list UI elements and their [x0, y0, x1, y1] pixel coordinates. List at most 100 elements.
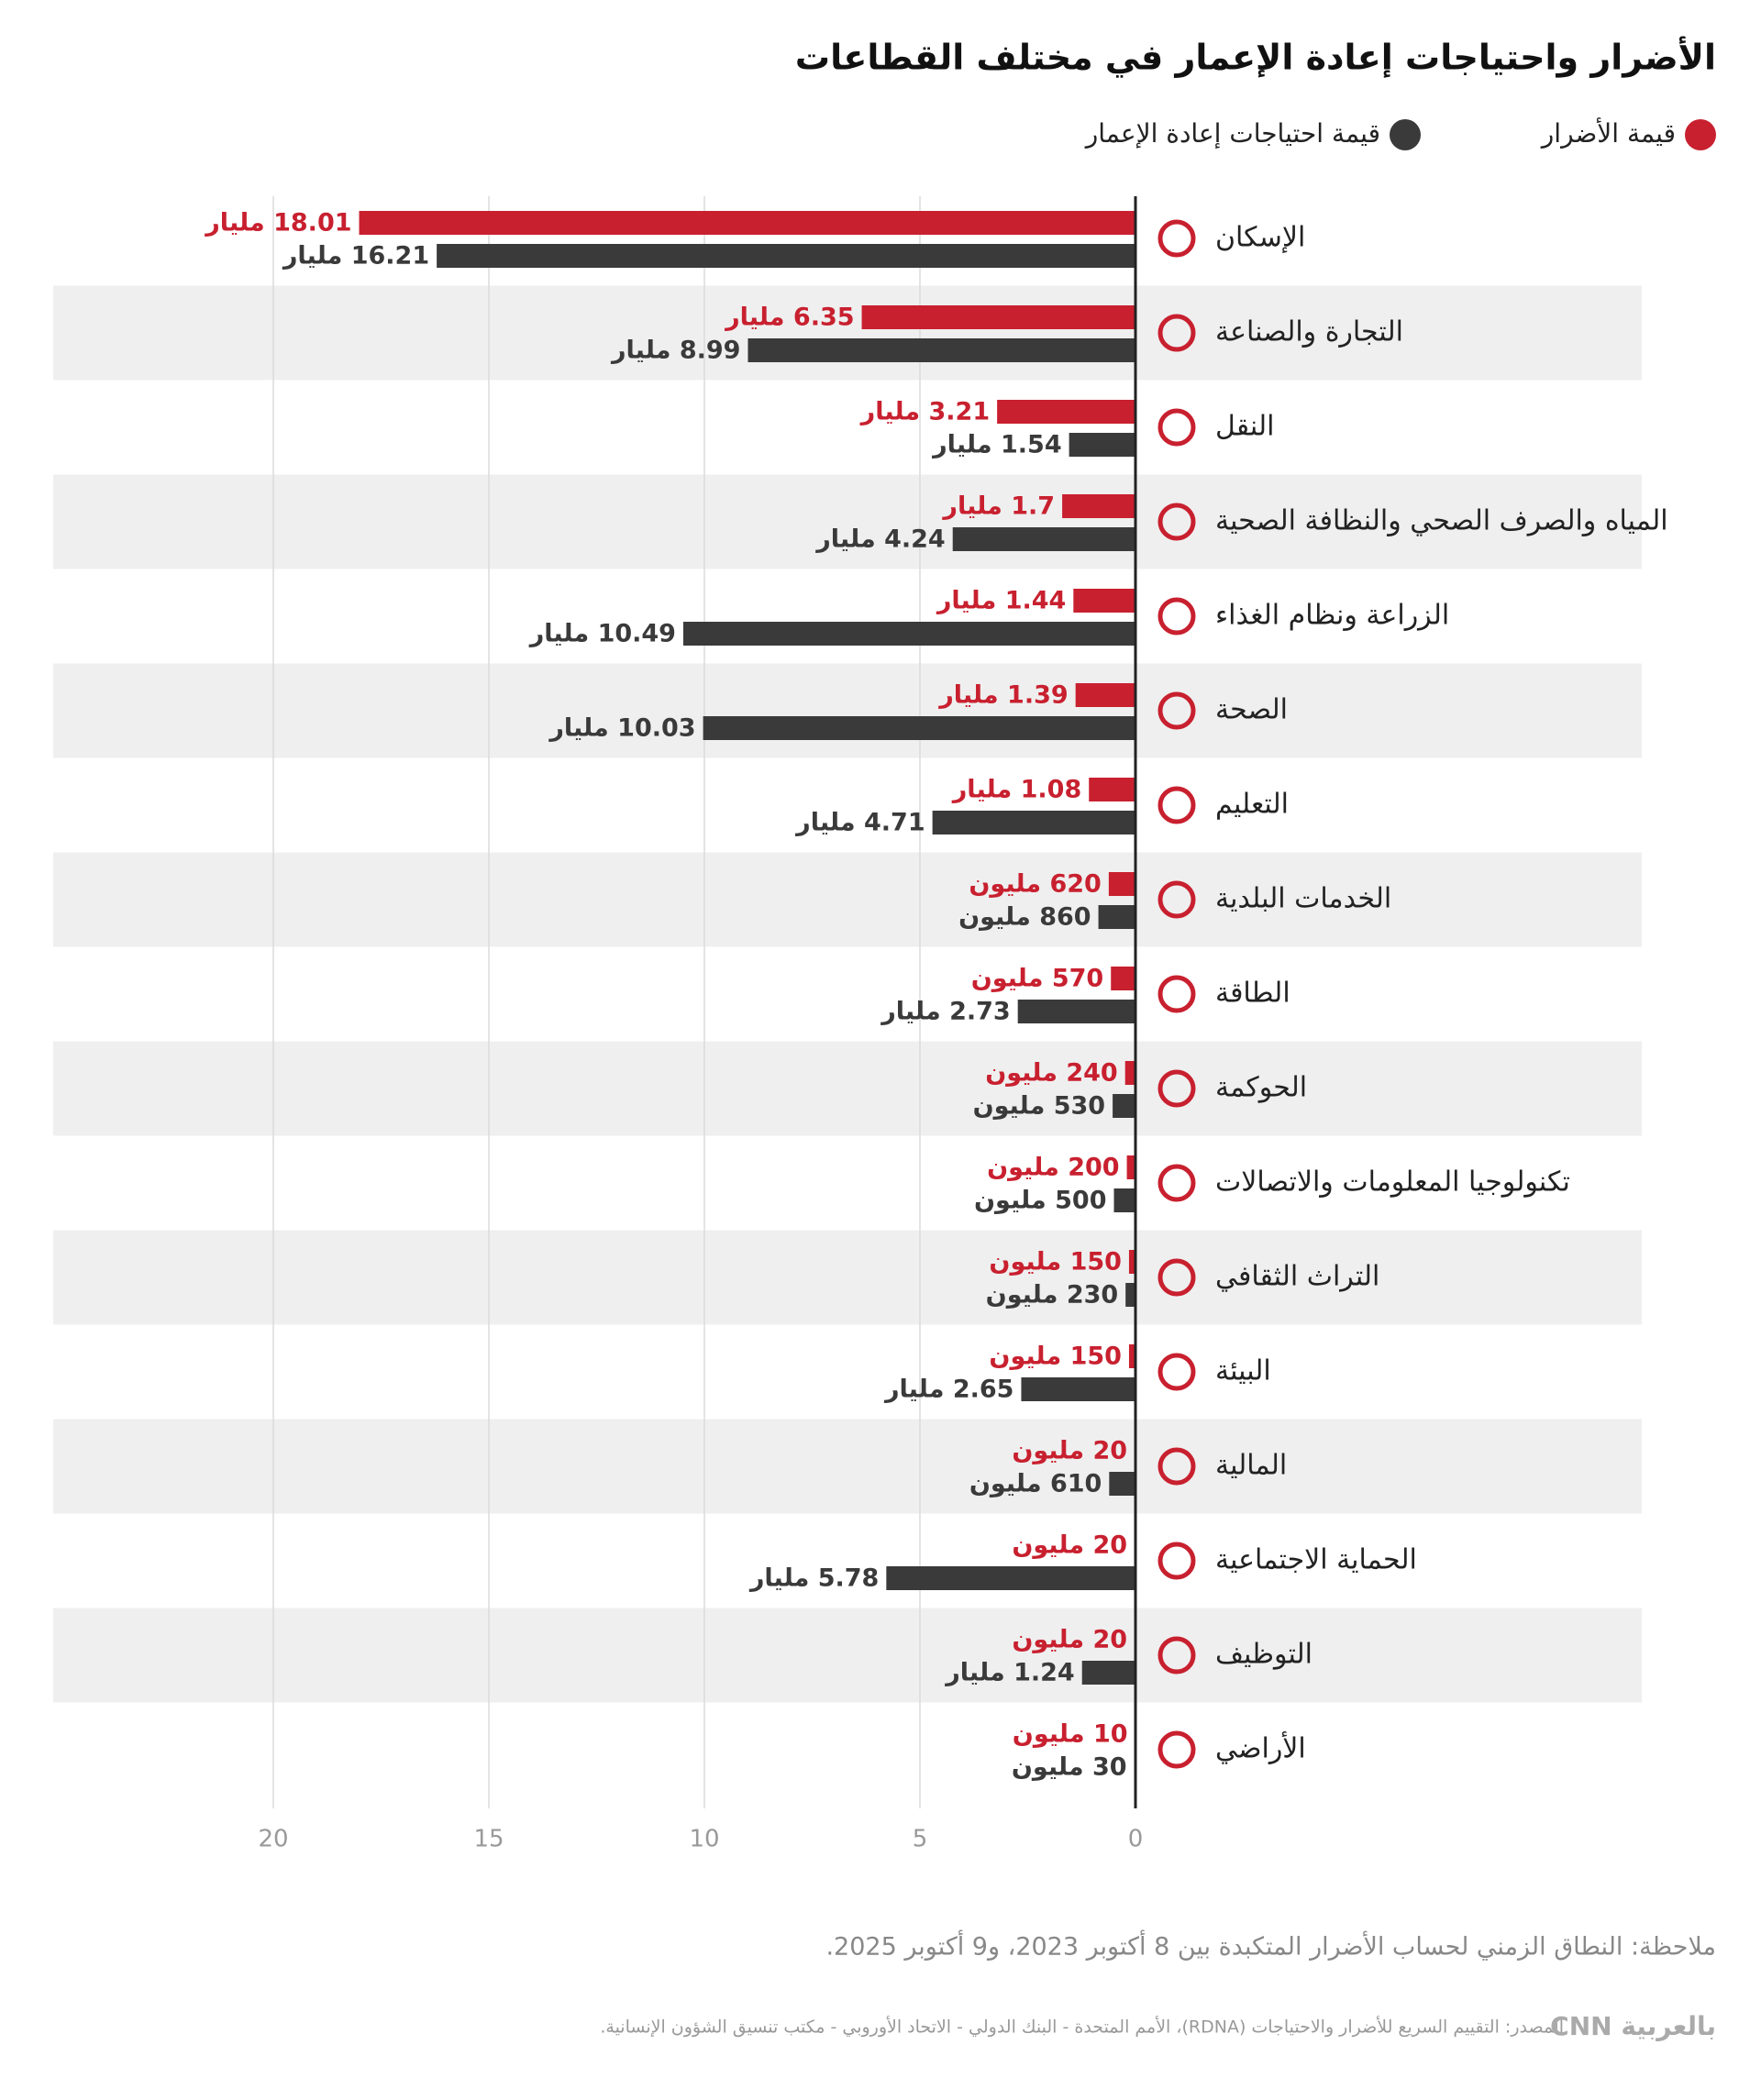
- value-label: 500 مليون: [974, 1187, 1107, 1215]
- row-band: [53, 853, 1642, 947]
- bar: [683, 622, 1135, 646]
- bar: [1018, 1000, 1135, 1023]
- category-label: الأراضي: [1215, 1730, 1306, 1765]
- row-band: [53, 1420, 1642, 1514]
- bar: [886, 1566, 1135, 1590]
- row-band: [53, 1608, 1642, 1703]
- value-label: 6.35 مليار: [724, 304, 854, 332]
- value-label: 4.71 مليار: [794, 809, 925, 837]
- category-label: الخدمات البلدية: [1215, 883, 1391, 915]
- value-label: 150 مليون: [989, 1343, 1122, 1371]
- bar: [1099, 905, 1135, 929]
- row-band: [53, 1042, 1642, 1136]
- value-label: 10 مليون: [1013, 1720, 1128, 1749]
- x-tick-label: 0: [1128, 1826, 1144, 1853]
- category-label: الزراعة ونظام الغذاء: [1215, 600, 1449, 632]
- category-icon: [1160, 600, 1193, 633]
- x-tick-label: 10: [689, 1826, 719, 1853]
- chart-title: الأضرار واحتياجات إعادة الإعمار في مختلف…: [795, 36, 1716, 79]
- value-label: 230 مليون: [986, 1281, 1119, 1310]
- bar: [933, 811, 1135, 834]
- bar: [360, 211, 1135, 235]
- value-label: 2.65 مليار: [883, 1376, 1013, 1404]
- value-label: 240 مليون: [985, 1059, 1118, 1088]
- x-tick-label: 5: [913, 1826, 928, 1853]
- value-label: 200 مليون: [987, 1154, 1120, 1182]
- category-label: الإسكان: [1215, 222, 1305, 254]
- bar: [953, 527, 1135, 551]
- value-label: 20 مليون: [1012, 1531, 1127, 1560]
- value-label: 4.24 مليار: [814, 525, 945, 554]
- category-label: المياه والصرف الصحي والنظافة الصحية: [1215, 505, 1668, 537]
- value-label: 2.73 مليار: [880, 998, 1010, 1026]
- legend-label: قيمة احتياجات إعادة الإعمار: [1084, 118, 1380, 149]
- bar: [862, 305, 1135, 329]
- category-icon: [1160, 222, 1193, 255]
- value-label: 18.01 مليار: [204, 209, 351, 238]
- value-label: 1.24 مليار: [944, 1659, 1074, 1687]
- category-label: المالية: [1215, 1450, 1287, 1482]
- value-label: 3.21 مليار: [859, 398, 990, 426]
- category-label: النقل: [1215, 411, 1274, 443]
- value-label: 610 مليون: [969, 1470, 1102, 1498]
- value-label: 1.7 مليار: [941, 492, 1055, 521]
- value-label: 5.78 مليار: [748, 1564, 879, 1593]
- logo: CNN بالعربية: [1550, 2011, 1716, 2041]
- category-label: تكنولوجيا المعلومات والاتصالات: [1215, 1166, 1570, 1199]
- value-label: 10.49 مليار: [528, 620, 676, 648]
- category-icon: [1160, 411, 1193, 444]
- value-label: 16.21 مليار: [282, 242, 429, 271]
- bar: [1073, 589, 1135, 613]
- source: المصدر: التقييم السريع للأضرار والاحتياج…: [600, 2017, 1564, 2038]
- bar: [1069, 433, 1135, 457]
- value-label: 1.39 مليار: [937, 681, 1068, 710]
- category-label: التجارة والصناعة: [1215, 316, 1403, 348]
- legend-dot: [1685, 119, 1716, 150]
- x-tick-label: 20: [258, 1826, 288, 1853]
- category-icon: [1160, 1733, 1193, 1766]
- bar: [1076, 683, 1135, 707]
- category-icon: [1160, 789, 1193, 822]
- value-label: 10.03 مليار: [548, 714, 695, 743]
- bar: [1021, 1377, 1135, 1401]
- bar: [1114, 1188, 1136, 1212]
- bar: [1113, 1094, 1135, 1118]
- value-label: 1.54 مليار: [931, 431, 1061, 459]
- value-label: 30 مليون: [1012, 1753, 1127, 1782]
- value-label: 150 مليون: [989, 1248, 1122, 1277]
- category-label: التراث الثقافي: [1215, 1261, 1379, 1293]
- row-band: [53, 286, 1642, 381]
- value-label: 1.08 مليار: [951, 776, 1081, 804]
- category-icon: [1160, 1166, 1193, 1199]
- category-icon: [1160, 1544, 1193, 1577]
- bar: [1062, 494, 1135, 518]
- row-band: [53, 664, 1642, 758]
- value-label: 530 مليون: [973, 1092, 1106, 1121]
- category-label: الصحة: [1215, 694, 1288, 726]
- category-label: التعليم: [1215, 789, 1289, 821]
- bar: [1109, 872, 1135, 896]
- x-tick-label: 15: [473, 1826, 504, 1853]
- bar: [703, 716, 1135, 740]
- bar: [1111, 967, 1135, 990]
- bar: [1089, 778, 1135, 801]
- value-label: 860 مليون: [958, 903, 1091, 932]
- value-label: 1.44 مليار: [936, 587, 1066, 615]
- category-label: الطاقة: [1215, 978, 1290, 1010]
- legend-label: قيمة الأضرار: [1540, 116, 1676, 149]
- bar: [748, 338, 1135, 362]
- value-label: 8.99 مليار: [610, 337, 740, 365]
- bar: [437, 244, 1135, 268]
- category-label: التوظيف: [1215, 1639, 1312, 1671]
- row-band: [53, 1231, 1642, 1325]
- bar: [1082, 1661, 1135, 1685]
- bar: [1125, 1061, 1135, 1085]
- value-label: 20 مليون: [1012, 1626, 1127, 1654]
- bar: [1125, 1283, 1135, 1307]
- legend-dot: [1390, 119, 1421, 150]
- category-label: الحماية الاجتماعية: [1215, 1544, 1417, 1576]
- value-label: 570 مليون: [971, 965, 1104, 993]
- bar: [1109, 1472, 1135, 1496]
